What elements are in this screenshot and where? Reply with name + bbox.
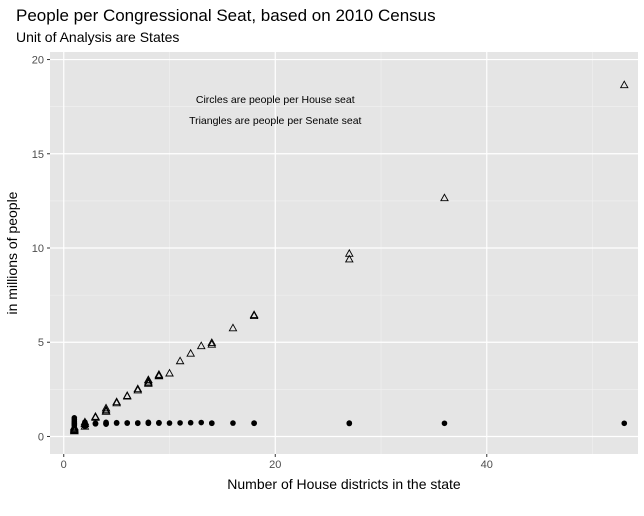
senate-seat-point (80, 418, 90, 427)
senate-seat-point (143, 375, 153, 384)
senate-seat-point (69, 423, 79, 432)
senate-seat-point (196, 341, 206, 350)
senate-seat-point (186, 348, 196, 357)
senate-seat-point (207, 339, 217, 348)
senate-seat-point (344, 248, 354, 257)
senate-seat-point (344, 254, 354, 263)
senate-seat-point (101, 403, 111, 412)
annotations: Circles are people per House seat Triangl… (189, 94, 361, 127)
house-seat-point (621, 420, 628, 427)
senate-seat-point (69, 422, 79, 431)
y-tick-label: 10 (32, 243, 44, 255)
major-gridlines (50, 52, 638, 454)
chart-subtitle: Unit of Analysis are States (16, 29, 179, 45)
y-tick-label: 15 (32, 149, 44, 161)
x-axis-title: Number of House districts in the state (227, 476, 461, 492)
senate-seat-point (101, 405, 111, 414)
house-seat-point (198, 419, 205, 426)
house-seat-point (113, 419, 120, 426)
x-tick-label: 40 (481, 459, 493, 471)
house-seat-point (209, 420, 215, 426)
x-tick-label: 20 (269, 459, 281, 471)
x-tick-label: 0 (61, 459, 67, 471)
senate-seat-point (207, 338, 217, 346)
house-seat-point (187, 419, 194, 426)
y-tick-label: 5 (38, 337, 44, 349)
house-seat-point (103, 419, 109, 426)
senate-seat-point (112, 397, 122, 406)
senate-seat-point (143, 376, 153, 385)
house-seat-point (441, 420, 448, 427)
house-seat-point (124, 420, 131, 426)
senate-seat-point (91, 411, 100, 420)
house-seat-point (230, 420, 236, 426)
house-seat-point (145, 419, 152, 426)
minor-gridlines (50, 52, 638, 454)
house-seat-point (92, 420, 99, 427)
senate-seat-point (112, 398, 122, 407)
house-seat-point (251, 420, 257, 426)
y-tick-label: 20 (32, 55, 44, 67)
senate-seat-point (165, 368, 174, 377)
senate-seat-point (133, 384, 143, 393)
x-axis-ticks: 0 20 40 (61, 454, 493, 471)
annotation-text: Triangles are people per Senate seat (189, 115, 361, 127)
senate-seat-point (175, 356, 185, 365)
house-seat-point (71, 415, 78, 421)
senate-seat-point (133, 385, 143, 394)
plot-panel (50, 52, 638, 454)
senate-seat-point (228, 323, 238, 332)
house-seat-point (346, 420, 353, 426)
senate-seat-point (122, 391, 132, 399)
house-seat-point (177, 420, 183, 426)
senate-seat-point (80, 417, 90, 426)
house-seat-point (166, 420, 173, 426)
house-seat-point (156, 419, 162, 426)
senate-seat-point (154, 369, 164, 378)
chart-title: People per Congressional Seat, based on … (16, 6, 436, 25)
senate-seat-point (249, 311, 259, 319)
annotation-text: Circles are people per House seat (196, 94, 355, 106)
y-tick-label: 0 (38, 431, 44, 443)
senate-seat-point (619, 80, 629, 89)
house-seat-point (134, 420, 141, 426)
senate-seat-point (69, 424, 79, 433)
y-axis-title: in millions of people (4, 191, 20, 314)
data-points (69, 80, 629, 435)
senate-seat-point (440, 193, 449, 202)
y-axis-ticks: 0 5 10 15 20 (32, 55, 50, 443)
senate-seat-point (249, 310, 259, 319)
